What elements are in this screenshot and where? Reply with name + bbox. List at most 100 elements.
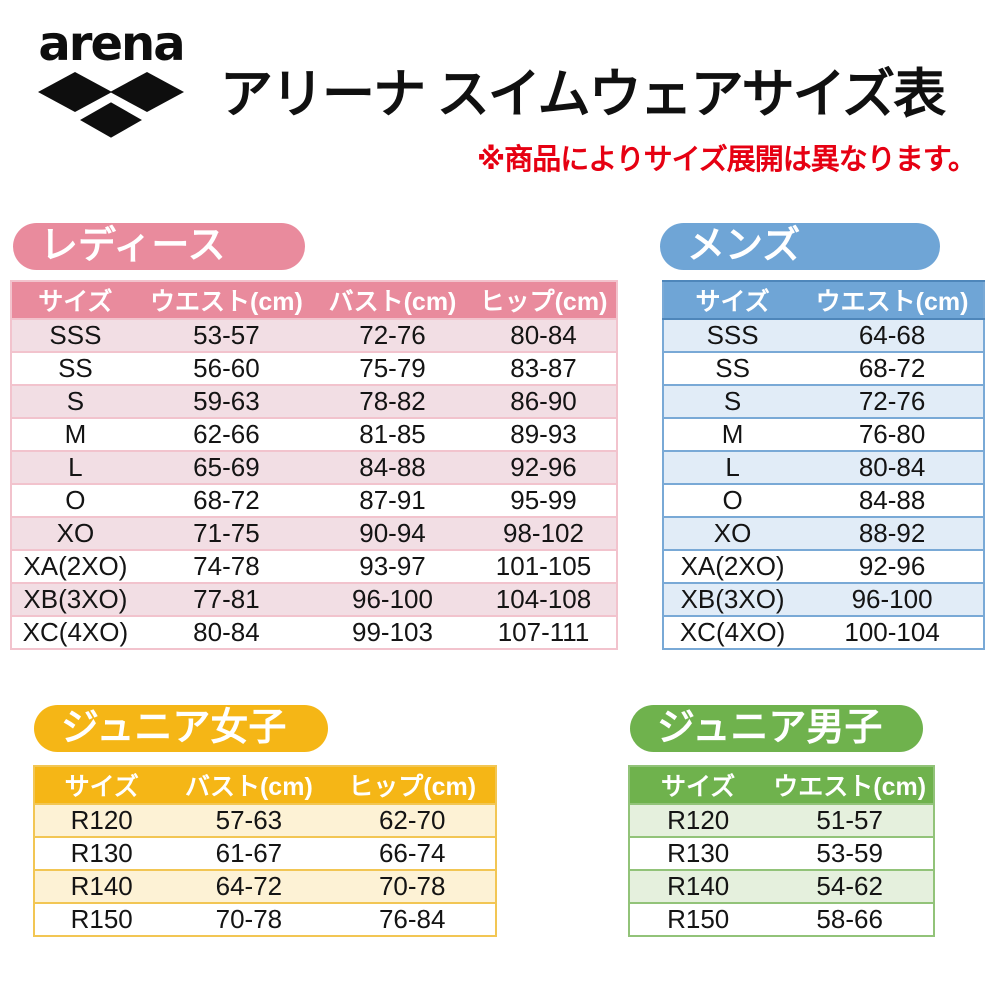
table-row: XA(2XO) 92-96 [663, 549, 984, 583]
size-cell: 65-69 [138, 450, 314, 484]
size-cell: 68-72 [801, 351, 984, 385]
size-cell: 88-92 [801, 516, 984, 550]
size-cell: R120 [34, 803, 169, 837]
ladies-label-pill: レディース [13, 223, 305, 270]
table-row: SSS 53-57 72-76 80-84 [11, 318, 617, 352]
size-cell: 100-104 [801, 615, 984, 649]
arena-wordmark: arena [38, 16, 185, 72]
table-row: S 59-63 78-82 86-90 [11, 384, 617, 418]
table-row: XC(4XO) 80-84 99-103 107-111 [11, 615, 617, 649]
size-cell: 56-60 [138, 351, 314, 385]
size-cell: 93-97 [313, 549, 472, 583]
size-cell: 84-88 [313, 450, 472, 484]
size-cell: 62-66 [138, 417, 314, 451]
size-cell: 71-75 [138, 516, 314, 550]
size-cell: L [663, 450, 802, 484]
mens-label-pill: メンズ [660, 223, 940, 270]
table-row: R150 58-66 [629, 902, 934, 936]
size-cell: 64-72 [168, 869, 330, 903]
size-cell: 58-66 [766, 902, 934, 936]
size-cell: R140 [34, 869, 169, 903]
size-cell: 86-90 [471, 384, 617, 418]
size-cell: 90-94 [313, 516, 472, 550]
size-cell: 70-78 [168, 902, 330, 936]
column-header: サイズ [663, 280, 802, 320]
size-cell: 80-84 [138, 615, 314, 649]
size-cell: O [11, 483, 139, 517]
size-cell: 72-76 [801, 384, 984, 418]
table-row: XO 88-92 [663, 516, 984, 550]
size-cell: L [11, 450, 139, 484]
arena-logo: arena [28, 20, 194, 148]
size-cell: 96-100 [801, 582, 984, 616]
size-cell: XC(4XO) [663, 615, 802, 649]
size-cell: 64-68 [801, 318, 984, 352]
table-row: S 72-76 [663, 384, 984, 418]
size-cell: 74-78 [138, 549, 314, 583]
size-cell: 51-57 [766, 803, 934, 837]
size-cell: 61-67 [168, 836, 330, 870]
table-row: O 68-72 87-91 95-99 [11, 483, 617, 517]
size-cell: 80-84 [801, 450, 984, 484]
size-cell: R140 [629, 869, 767, 903]
header-row: サイズ ウエスト(cm) [629, 766, 934, 804]
size-variation-note: ※商品によりサイズ展開は異なります。 [477, 144, 977, 176]
size-cell: 77-81 [138, 582, 314, 616]
table-row: M 62-66 81-85 89-93 [11, 417, 617, 451]
table-row: R140 54-62 [629, 869, 934, 903]
junior-boys-label-pill: ジュニア男子 [630, 705, 923, 752]
size-cell: 101-105 [471, 549, 617, 583]
header-row: サイズ ウエスト(cm) [663, 280, 984, 320]
size-cell: S [663, 384, 802, 418]
size-cell: 68-72 [138, 483, 314, 517]
size-cell: R130 [34, 836, 169, 870]
table-row: SS 68-72 [663, 351, 984, 385]
size-cell: S [11, 384, 139, 418]
table-row: SS 56-60 75-79 83-87 [11, 351, 617, 385]
mens-size-table: サイズ ウエスト(cm) SSS 64-68 SS 68-72 S 72-76 M 76-80 L… [662, 280, 985, 650]
ladies-size-table: サイズ ウエスト(cm) バスト(cm) ヒップ(cm) SSS 53-57 72-76 8… [10, 280, 618, 650]
column-header: バスト(cm) [313, 281, 472, 319]
size-cell: 81-85 [313, 417, 472, 451]
table-row: XA(2XO) 74-78 93-97 101-105 [11, 549, 617, 583]
arena-diamonds-icon [38, 72, 184, 143]
size-cell: R120 [629, 803, 767, 837]
size-cell: 76-84 [329, 902, 496, 936]
table-row: R120 57-63 62-70 [34, 803, 496, 837]
table-row: O 84-88 [663, 483, 984, 517]
size-cell: 99-103 [313, 615, 472, 649]
size-cell: XO [663, 516, 802, 550]
column-header: サイズ [11, 281, 139, 319]
size-cell: 62-70 [329, 803, 496, 837]
size-cell: 66-74 [329, 836, 496, 870]
size-cell: 80-84 [471, 318, 617, 352]
junior-girls-size-table: サイズ バスト(cm) ヒップ(cm) R120 57-63 62-70 R130 61-6… [33, 765, 497, 937]
column-header: ウエスト(cm) [766, 766, 934, 804]
column-header: サイズ [34, 766, 169, 804]
size-cell: 54-62 [766, 869, 934, 903]
size-cell: 87-91 [313, 483, 472, 517]
column-header: ヒップ(cm) [471, 281, 617, 319]
size-cell: 84-88 [801, 483, 984, 517]
size-cell: XA(2XO) [663, 549, 802, 583]
size-cell: 76-80 [801, 417, 984, 451]
junior-girls-label-pill: ジュニア女子 [34, 705, 328, 752]
size-cell: SS [663, 351, 802, 385]
size-cell: SSS [663, 318, 802, 352]
column-header: ウエスト(cm) [801, 280, 984, 320]
size-cell: XB(3XO) [663, 582, 802, 616]
table-row: XC(4XO) 100-104 [663, 615, 984, 649]
size-cell: R150 [629, 902, 767, 936]
size-cell: 83-87 [471, 351, 617, 385]
column-header: ヒップ(cm) [329, 766, 496, 804]
size-cell: 96-100 [313, 582, 472, 616]
size-cell: 89-93 [471, 417, 617, 451]
size-cell: XO [11, 516, 139, 550]
size-cell: SSS [11, 318, 139, 352]
size-cell: 92-96 [471, 450, 617, 484]
size-cell: 70-78 [329, 869, 496, 903]
table-row: XB(3XO) 96-100 [663, 582, 984, 616]
table-row: SSS 64-68 [663, 318, 984, 352]
size-cell: 72-76 [313, 318, 472, 352]
column-header: サイズ [629, 766, 767, 804]
